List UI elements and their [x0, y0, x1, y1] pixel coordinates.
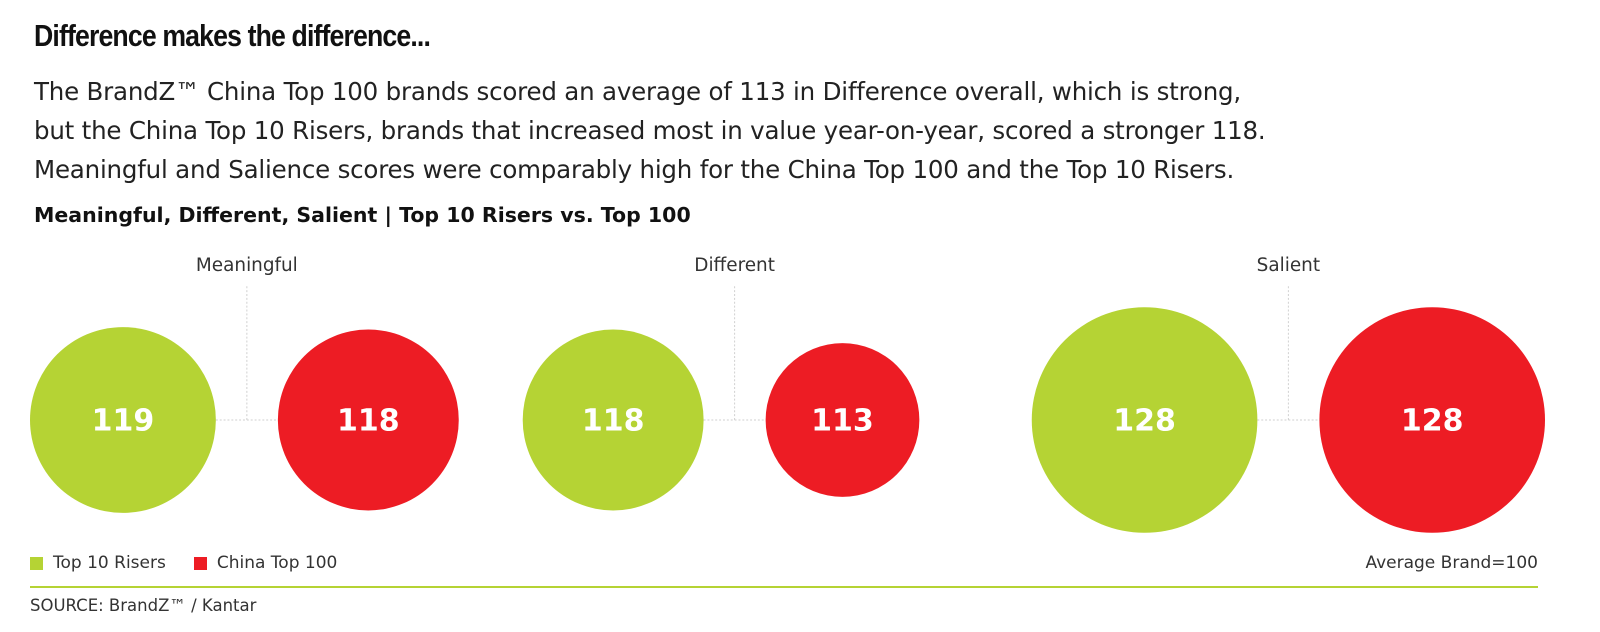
bubble-value-risers-different: 118 — [582, 404, 645, 439]
legend-item-top100: China Top 100 — [193, 553, 338, 573]
category-label-meaningful: Meaningful — [196, 255, 298, 276]
intro-paragraph: The BrandZ™ China Top 100 brands scored … — [34, 72, 1354, 189]
headline: Difference makes the difference... — [34, 18, 431, 53]
bubble-value-risers-meaningful: 119 — [92, 404, 155, 439]
legend-swatch-risers — [30, 556, 43, 570]
bubble-top100-meaningful — [277, 329, 459, 511]
divider-rule — [30, 586, 1538, 588]
intro-line-3: Meaningful and Salience scores were comp… — [34, 155, 1235, 184]
category-label-different: Different — [694, 255, 775, 276]
legend-swatch-top100 — [193, 556, 207, 570]
legend: Top 10 Risers China Top 100 — [30, 553, 365, 573]
legend-item-risers: Top 10 Risers — [30, 553, 166, 573]
bubble-chart: Meaningful 119 118 Different 118 113 Salient 12… — [30, 255, 1546, 533]
chart-title: Meaningful, Different, Salient | Top 10 … — [34, 203, 691, 227]
bubble-value-risers-salient: 128 — [1113, 404, 1176, 439]
bubble-risers-salient — [1031, 307, 1258, 533]
bubble-value-top100-different: 113 — [811, 404, 874, 439]
bubble-risers-different — [522, 329, 704, 511]
chart-scaled-group: Meaningful 119 118 Different 118 113 Salient 12… — [30, 255, 1546, 533]
intro-line-2: but the China Top 10 Risers, brands that… — [34, 116, 1266, 145]
bubble-top100-different — [765, 343, 920, 497]
bubble-top100-salient — [1319, 307, 1546, 533]
legend-label-risers: Top 10 Risers — [53, 553, 166, 573]
baseline-note: Average Brand=100 — [1365, 553, 1538, 573]
bubble-risers-meaningful — [30, 327, 216, 513]
source-note: SOURCE: BrandZ™ / Kantar — [30, 596, 257, 615]
intro-line-1: The BrandZ™ China Top 100 brands scored … — [34, 77, 1241, 106]
category-label-salient: Salient — [1257, 255, 1320, 276]
bubble-value-top100-meaningful: 118 — [337, 404, 400, 439]
legend-label-top100: China Top 100 — [216, 553, 338, 573]
bubble-value-top100-salient: 128 — [1401, 404, 1464, 439]
